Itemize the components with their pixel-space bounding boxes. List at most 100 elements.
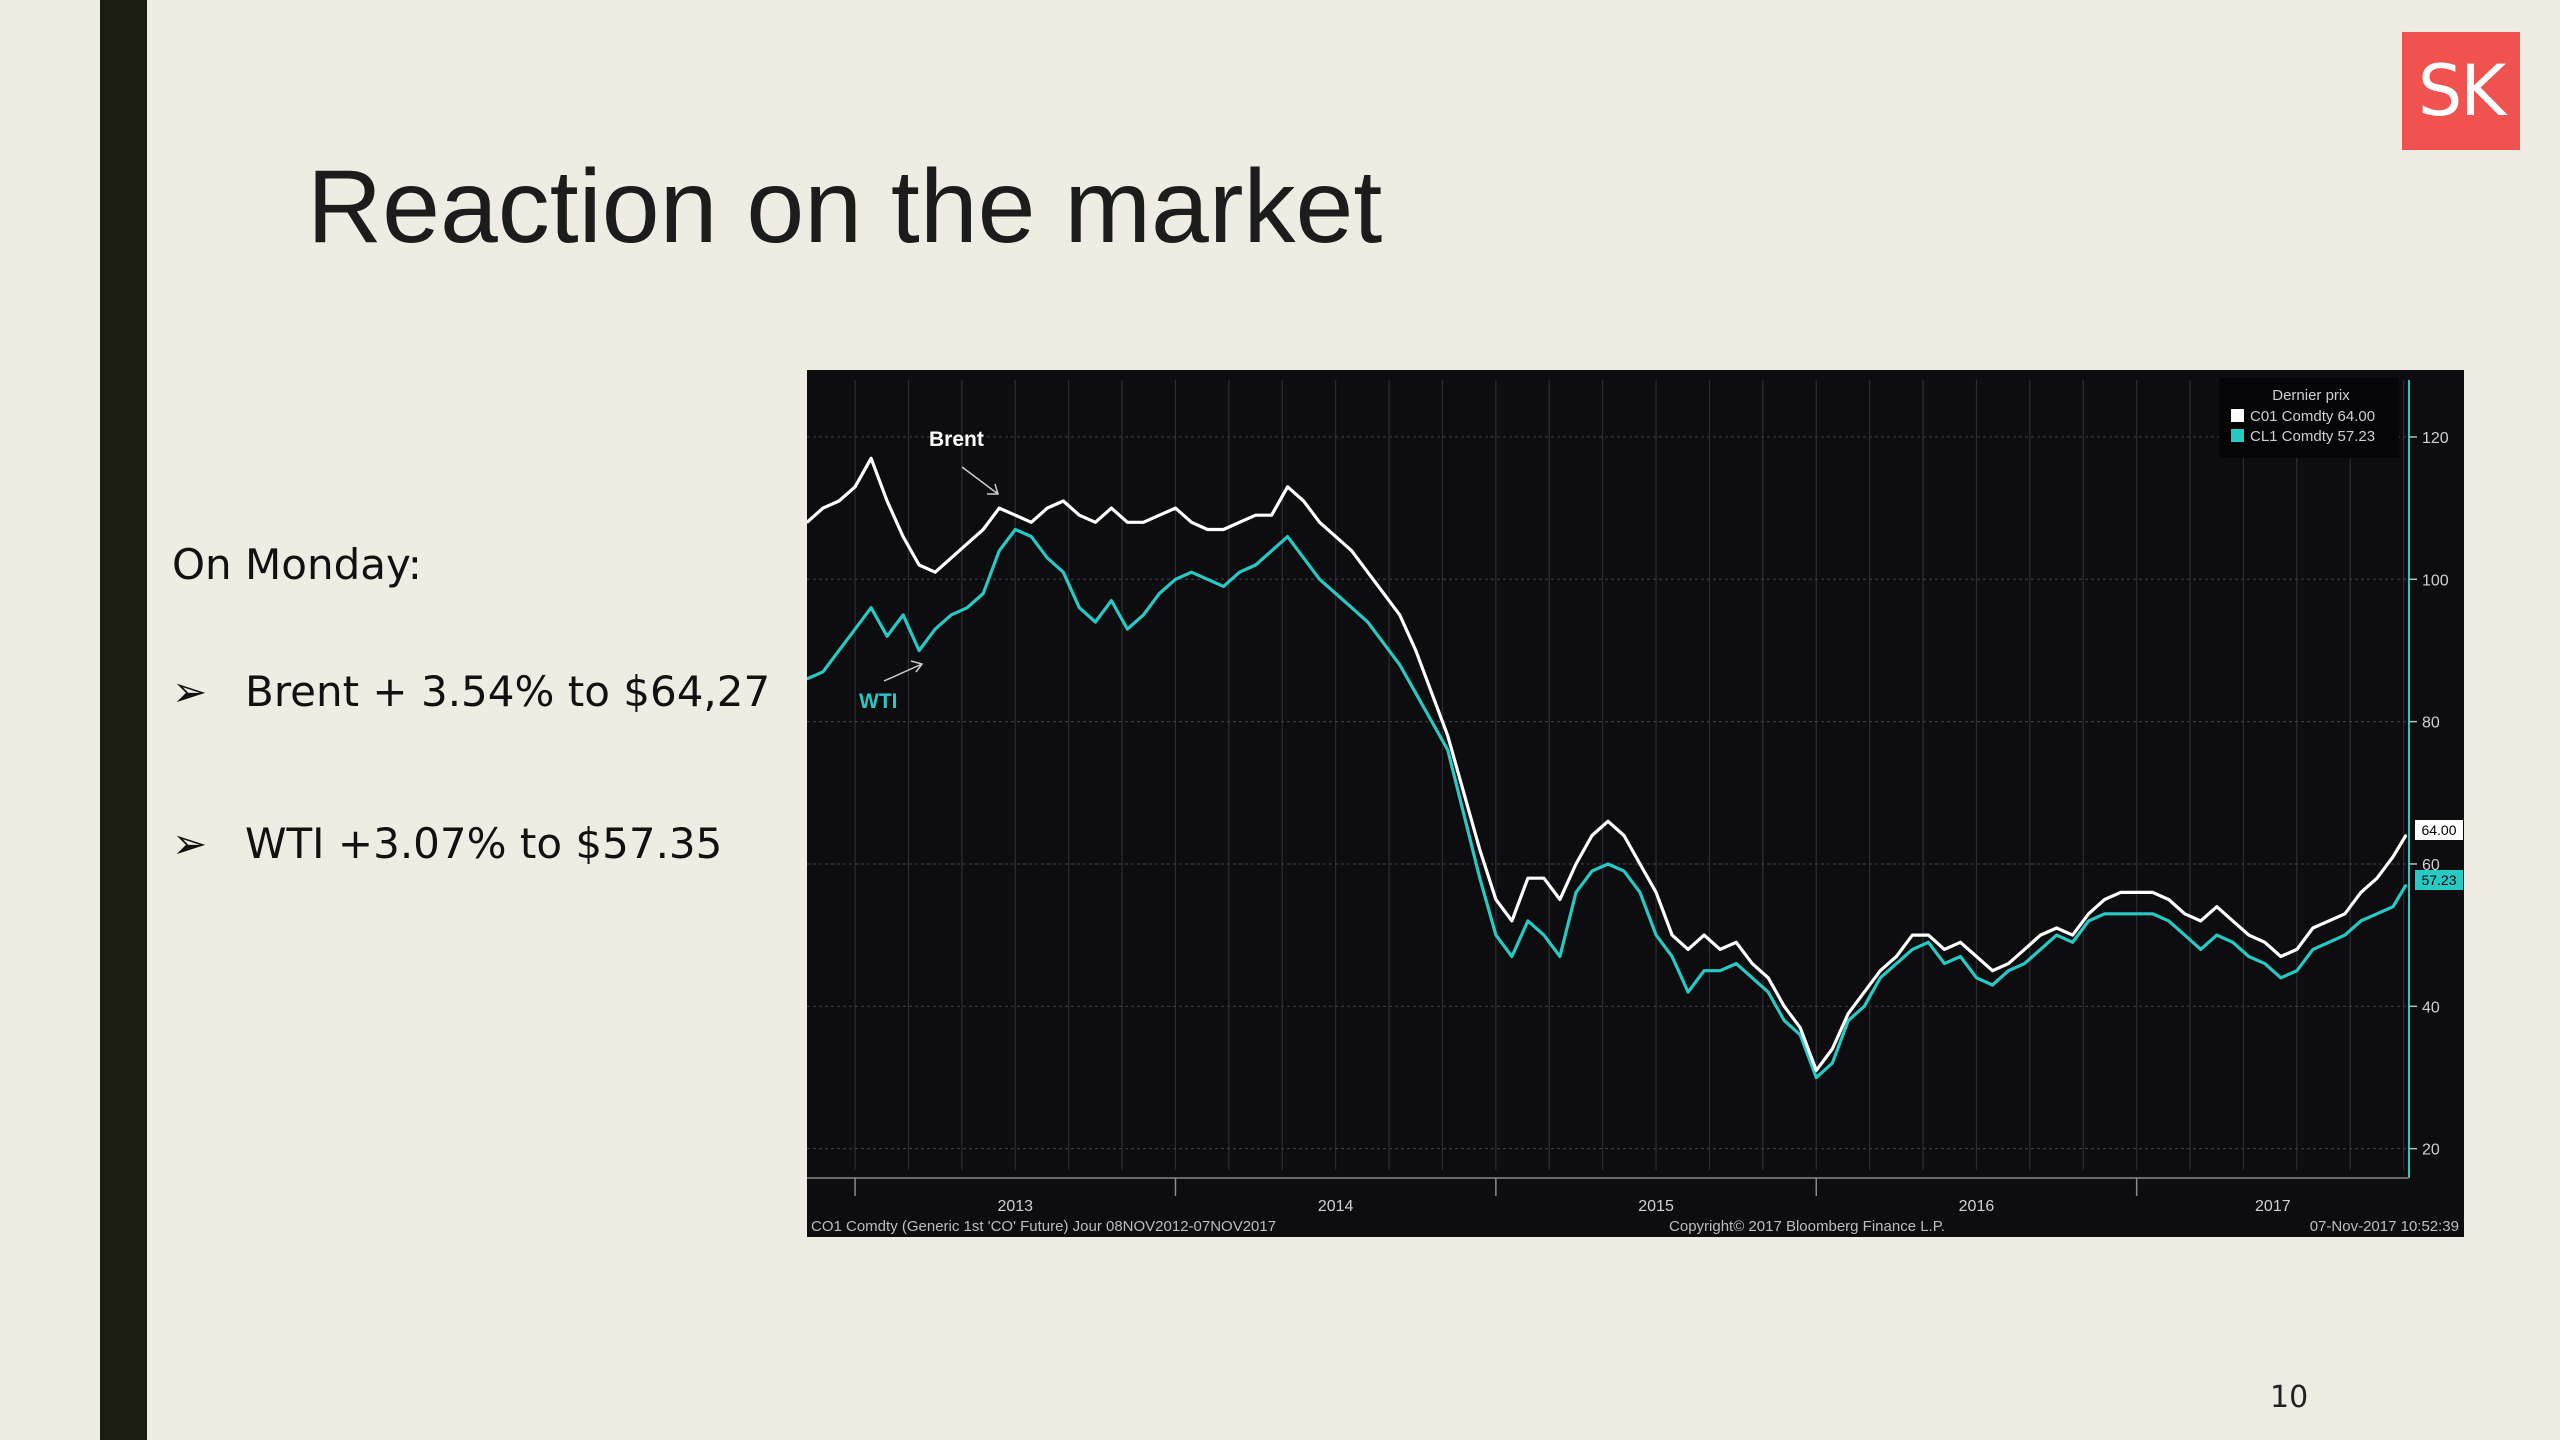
brent-data-point (2343, 912, 2347, 915)
brent-data-point (2151, 891, 2154, 894)
chart-background (807, 370, 2464, 1237)
wti-data-point (1606, 862, 1610, 866)
brent-data-point (1126, 521, 1129, 524)
wti-data-point (2039, 948, 2042, 951)
brent-data-point (807, 521, 809, 524)
wti-data-point (2359, 919, 2363, 923)
wti-data-point (1078, 606, 1081, 609)
brent-data-point (1254, 514, 1257, 517)
wti-data-point (1783, 1019, 1786, 1022)
brent-data-point (2135, 891, 2138, 894)
brent-data-point (1799, 1026, 1802, 1029)
wti-annotation-arrow-icon (883, 663, 923, 682)
chart-legend: Dernier prix C01 Comdty 64.00 CL1 Comdty… (2219, 378, 2399, 458)
wti-data-point (1831, 1062, 1834, 1065)
brent-data-point (2023, 948, 2026, 951)
wti-data-point (1222, 585, 1225, 588)
legend-swatch-wti (2231, 429, 2244, 442)
wti-data-point (869, 606, 873, 609)
brent-data-point (869, 457, 873, 460)
wti-data-point (1302, 556, 1305, 560)
x-tick-label: 2016 (1959, 1198, 1995, 1215)
wti-data-point (853, 627, 857, 631)
wti-data-point (2279, 976, 2283, 980)
wti-data-point (2055, 933, 2058, 937)
wti-data-point (2263, 962, 2267, 965)
side-bar (100, 0, 147, 1440)
wti-data-point (1558, 955, 1562, 958)
brent-data-point (1110, 506, 1113, 510)
wti-arrowhead-icon (910, 660, 924, 673)
brent-data-point (1062, 499, 1065, 503)
bullet-brent: ➢ Brent + 3.54% to $64,27 (172, 667, 770, 716)
brent-data-point (2231, 919, 2234, 923)
chart-series (807, 456, 2408, 1080)
wti-data-point (1126, 627, 1129, 631)
brent-data-point (1943, 948, 1946, 951)
page-number: 10 (2270, 1380, 2309, 1415)
brent-data-point (1718, 948, 1722, 951)
brent-data-point (853, 485, 857, 488)
wti-data-point (2295, 969, 2299, 972)
brent-data-point (1302, 499, 1305, 503)
legend-box (2219, 378, 2399, 458)
brent-data-point (1895, 955, 1898, 958)
wti-data-point (807, 677, 809, 681)
brent-data-point (1158, 514, 1161, 517)
brent-data-point (1398, 613, 1401, 617)
wti-data-point (1318, 578, 1321, 581)
wti-data-point (949, 613, 953, 617)
wti-data-point (1847, 1019, 1850, 1022)
wti-data-point (1094, 620, 1097, 624)
wti-data-point (1350, 606, 1353, 609)
wti-data-point (2103, 912, 2106, 915)
brent-annotation: Brent (929, 428, 1000, 495)
price-tag-wti (2415, 870, 2463, 890)
wti-data-point (2215, 933, 2218, 937)
brent-data-point (2391, 855, 2395, 859)
legend-entry-wti: CL1 Comdty 57.23 (2250, 428, 2375, 445)
wti-data-point (1526, 919, 1530, 923)
brent-data-point (1526, 876, 1530, 880)
brent-data-point (2167, 898, 2170, 901)
wti-data-point (2087, 919, 2090, 923)
wti-data-point (2327, 941, 2331, 944)
brent-data-point (2199, 919, 2202, 923)
wti-data-point (1959, 955, 1962, 958)
y-tick-label: 20 (2422, 1142, 2440, 1159)
brent-data-point (1510, 919, 1514, 923)
brent-data-point (1975, 955, 1978, 958)
chart-axes: 20 40 60 80 100 120 2013 2014 2015 2016 2017 (807, 380, 2449, 1215)
wti-data-point (2071, 941, 2074, 944)
wti-data-point (1238, 570, 1241, 574)
brent-data-point (1046, 506, 1049, 510)
brent-data-point (1222, 528, 1225, 531)
wti-data-point (1494, 933, 1498, 937)
wti-data-point (917, 649, 921, 652)
wti-data-point (1478, 876, 1482, 880)
wti-data-point (821, 670, 825, 674)
brent-data-point (1767, 976, 1770, 980)
brent-data-point (1831, 1047, 1834, 1051)
wti-data-point (1270, 549, 1273, 553)
brent-data-point (2359, 891, 2363, 894)
brent-data-point (1959, 941, 1962, 944)
brent-data-point (1078, 514, 1081, 517)
price-tag-brent-label: 64.00 (2421, 822, 2456, 838)
wti-annotation: WTI (859, 660, 924, 713)
wti-data-point (1670, 955, 1674, 958)
brent-data-point (1142, 521, 1145, 524)
wti-data-point (1879, 976, 1882, 980)
slide-title: Reaction on the market (307, 149, 1383, 265)
brent-data-point (1542, 876, 1546, 880)
wti-data-point (1638, 891, 1642, 894)
bullet-wti-text: WTI +3.07% to $57.35 (245, 819, 723, 868)
brent-data-point (1414, 649, 1417, 652)
brent-data-point (1366, 570, 1369, 574)
wti-data-point (2183, 933, 2186, 937)
brent-data-point (821, 506, 825, 510)
y-tick-label: 120 (2422, 430, 2449, 447)
last-price-tags: 64.00 57.23 (2415, 820, 2463, 890)
brent-data-point (1318, 521, 1321, 524)
y-tick-label: 100 (2422, 572, 2449, 589)
